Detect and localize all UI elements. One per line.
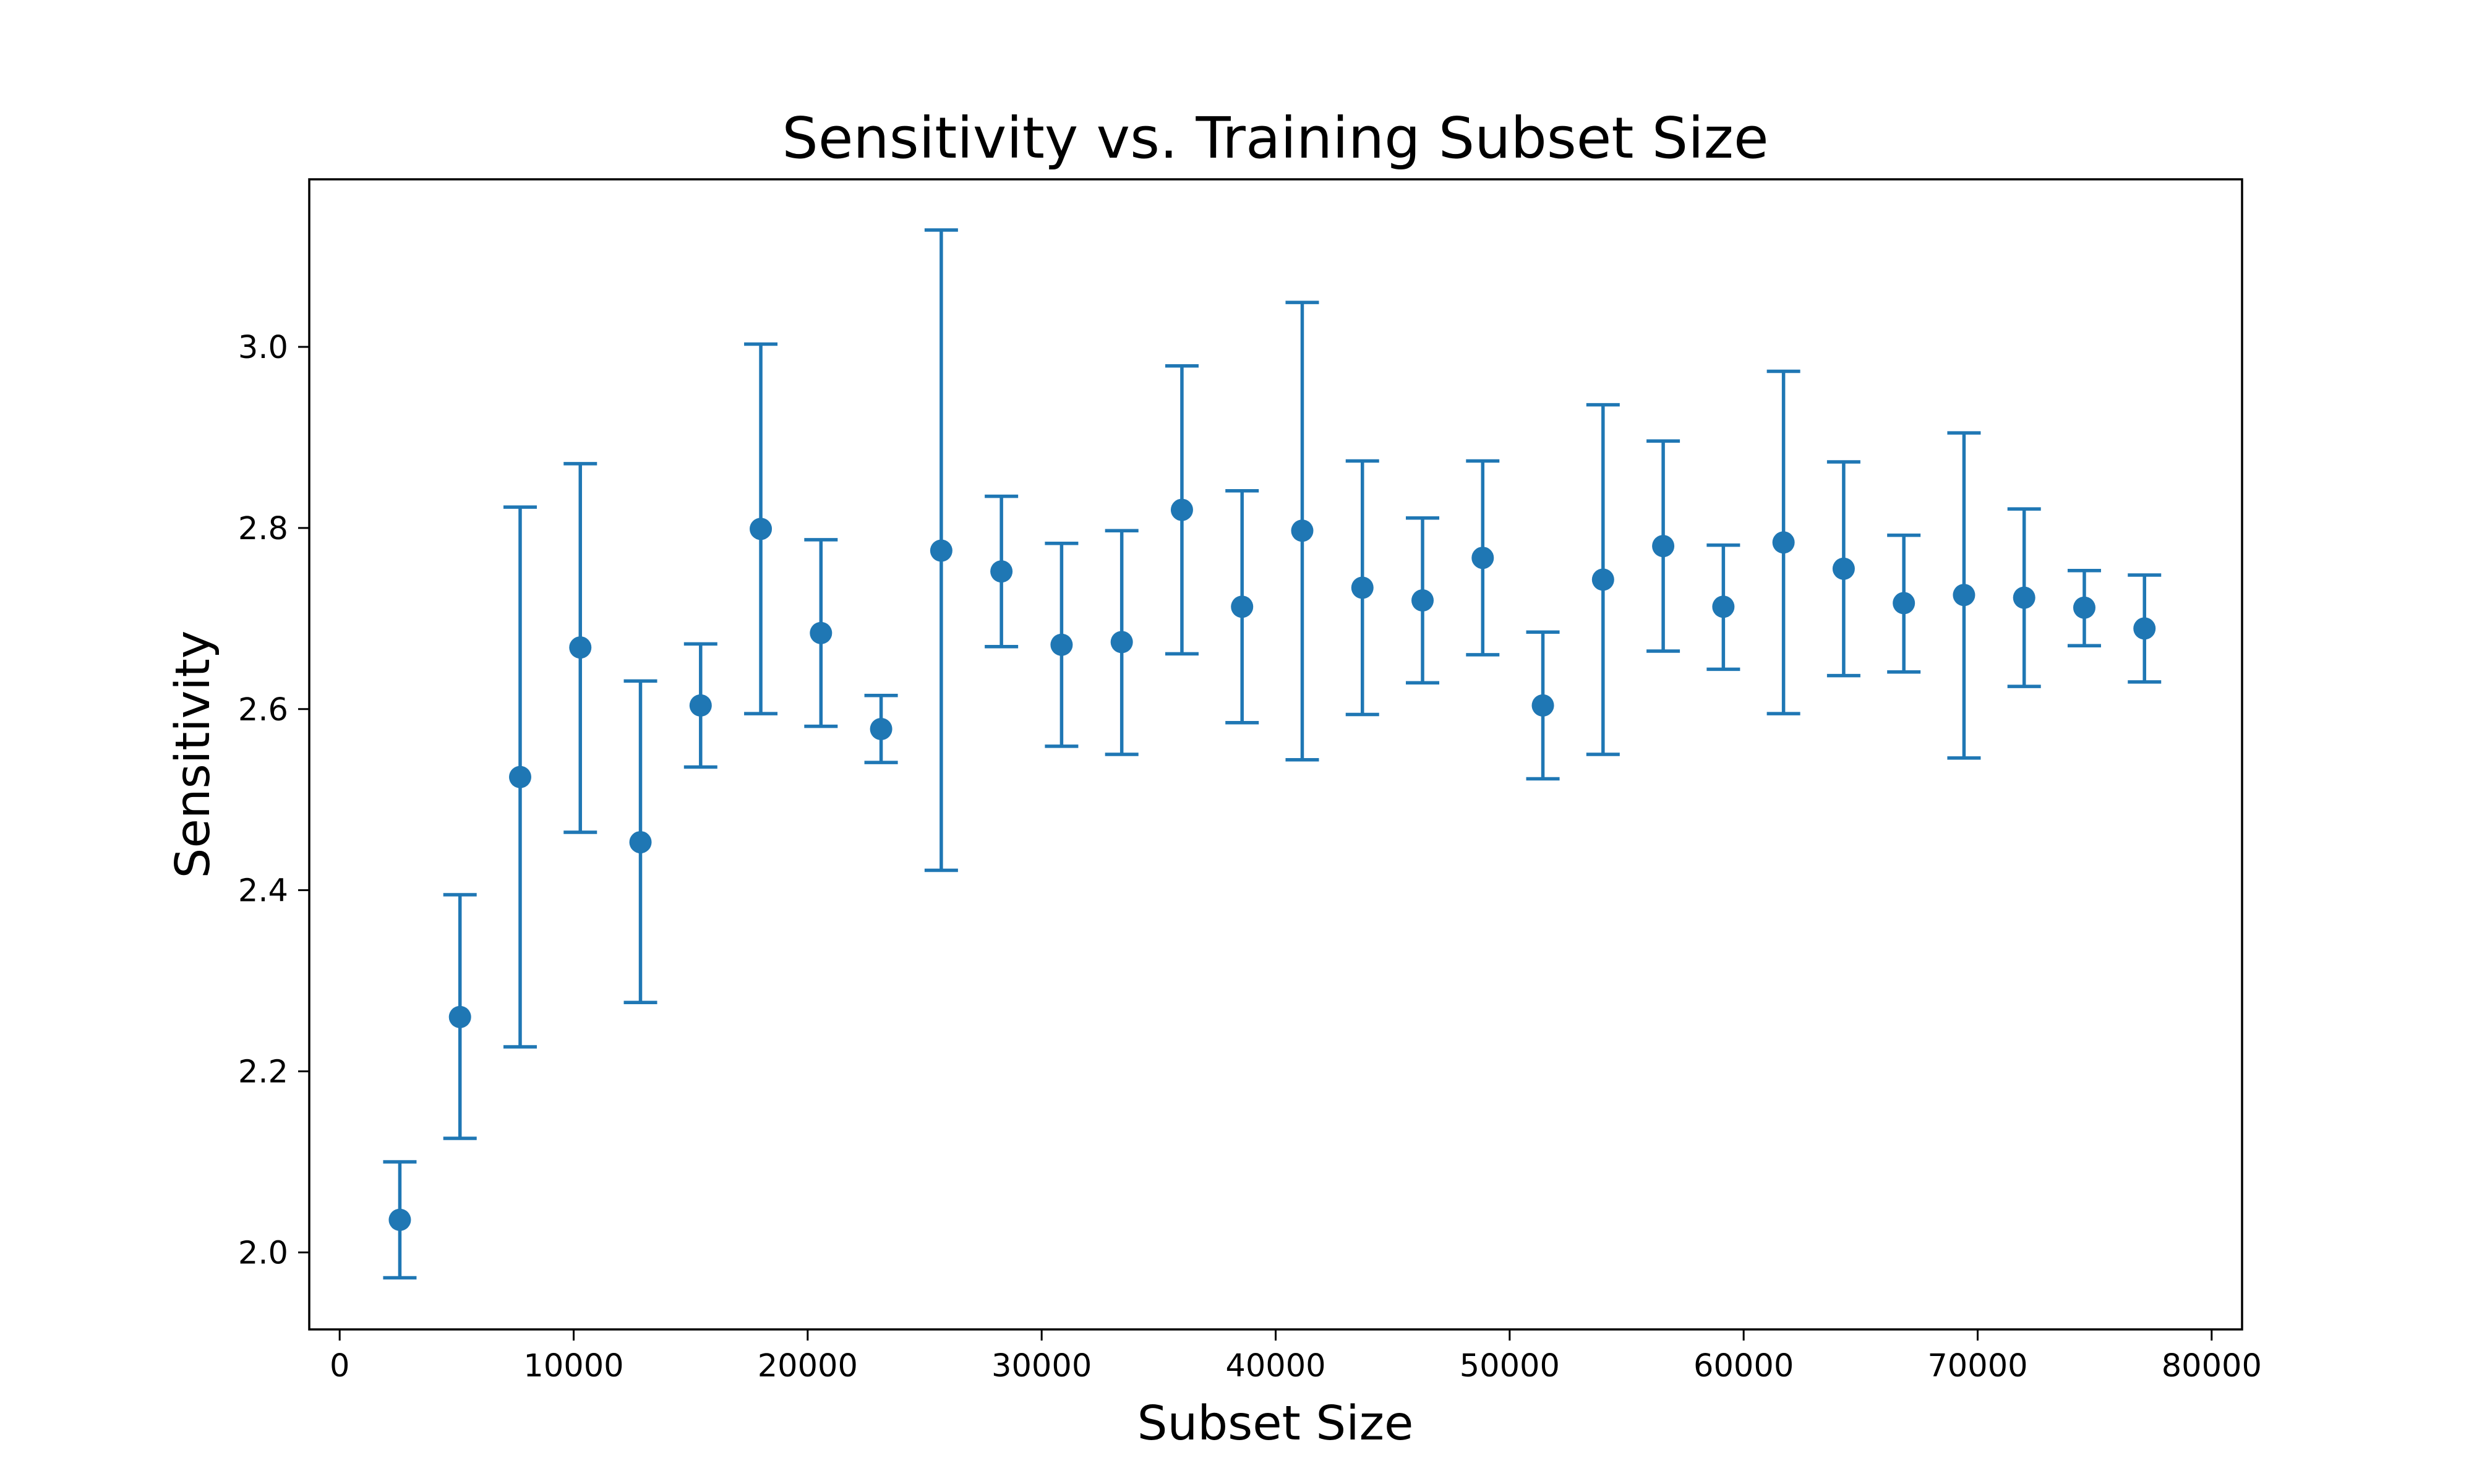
x-tick-label-1: 0: [330, 1348, 349, 1384]
y-axis-ticks: 2.0 2.2 2.4 2.6 2.8 3.0: [238, 330, 309, 1272]
marker-7: [750, 518, 773, 540]
data-point-17: [1345, 459, 1379, 717]
x-tick-label-5: 40000: [1225, 1348, 1325, 1384]
data-point-2: [443, 893, 477, 1140]
data-point-15: [1225, 489, 1259, 725]
marker-5: [629, 831, 652, 854]
x-tick-label-2: 10000: [523, 1348, 623, 1384]
data-point-29: [2067, 568, 2101, 648]
y-axis-label: Sensitivity: [166, 631, 221, 879]
data-point-25: [1826, 460, 1860, 678]
marker-8: [810, 621, 833, 644]
data-point-11: [985, 494, 1019, 649]
marker-3: [508, 765, 531, 788]
marker-24: [1772, 531, 1795, 554]
marker-21: [1591, 568, 1614, 591]
data-point-24: [1766, 369, 1800, 715]
marker-14: [1170, 498, 1193, 521]
data-point-27: [1947, 431, 1981, 760]
data-point-22: [1646, 439, 1680, 653]
data-point-10: [924, 228, 958, 872]
marker-27: [1953, 584, 1975, 607]
y-tick-label-1: 2.0: [238, 1235, 288, 1272]
data-point-20: [1526, 630, 1560, 781]
marker-4: [569, 636, 592, 659]
marker-10: [930, 539, 952, 562]
x-axis-label: Subset Size: [1137, 1396, 1414, 1451]
data-point-8: [804, 538, 838, 728]
marker-22: [1652, 535, 1675, 558]
data-point-26: [1887, 533, 1921, 674]
x-tick-label-6: 50000: [1460, 1348, 1560, 1384]
data-point-21: [1586, 403, 1620, 756]
data-point-30: [2128, 573, 2162, 684]
marker-2: [448, 1005, 471, 1028]
y-tick-label-3: 2.4: [238, 873, 288, 910]
data-point-7: [744, 342, 778, 715]
x-axis-ticks: 0 10000 20000 30000 40000 50000 60000 70000 8000…: [330, 1329, 2262, 1384]
marker-18: [1411, 589, 1434, 612]
marker-9: [870, 717, 892, 740]
marker-11: [990, 560, 1013, 583]
data-point-18: [1406, 516, 1440, 685]
y-tick-label-5: 2.8: [238, 511, 288, 547]
marker-15: [1231, 595, 1254, 618]
marker-30: [2133, 617, 2156, 640]
data-point-1: [383, 1160, 417, 1280]
data-point-9: [864, 694, 898, 764]
data-point-14: [1165, 364, 1199, 656]
marker-25: [1832, 557, 1855, 580]
marker-28: [2013, 586, 2035, 609]
y-tick-label-6: 3.0: [238, 330, 288, 366]
marker-26: [1893, 592, 1915, 615]
marker-29: [2073, 596, 2095, 619]
y-tick-label-2: 2.2: [238, 1054, 288, 1091]
marker-1: [388, 1208, 411, 1231]
marker-17: [1351, 576, 1374, 599]
marker-6: [689, 694, 712, 717]
y-tick-label-4: 2.6: [238, 692, 288, 728]
x-tick-label-4: 30000: [991, 1348, 1092, 1384]
data-point-28: [2007, 507, 2041, 688]
marker-12: [1050, 633, 1073, 656]
data-point-4: [563, 462, 597, 834]
data-point-5: [623, 679, 657, 1005]
data-point-16: [1285, 301, 1319, 762]
chart-title: Sensitivity vs. Training Subset Size: [782, 105, 1768, 171]
x-tick-label-9: 80000: [2162, 1348, 2262, 1384]
data-point-3: [503, 505, 537, 1049]
marker-13: [1110, 631, 1133, 654]
x-tick-label-8: 70000: [1927, 1348, 2027, 1384]
data-point-19: [1466, 459, 1500, 657]
data-point-6: [683, 642, 717, 769]
marker-23: [1712, 595, 1735, 618]
data-point-12: [1045, 542, 1079, 748]
data-point-13: [1105, 529, 1139, 756]
marker-20: [1531, 694, 1554, 717]
plot-content: [383, 228, 2162, 1280]
x-tick-label-7: 60000: [1693, 1348, 1794, 1384]
x-tick-label-3: 20000: [758, 1348, 858, 1384]
marker-19: [1471, 547, 1494, 569]
marker-16: [1291, 519, 1314, 542]
data-point-23: [1706, 543, 1740, 672]
